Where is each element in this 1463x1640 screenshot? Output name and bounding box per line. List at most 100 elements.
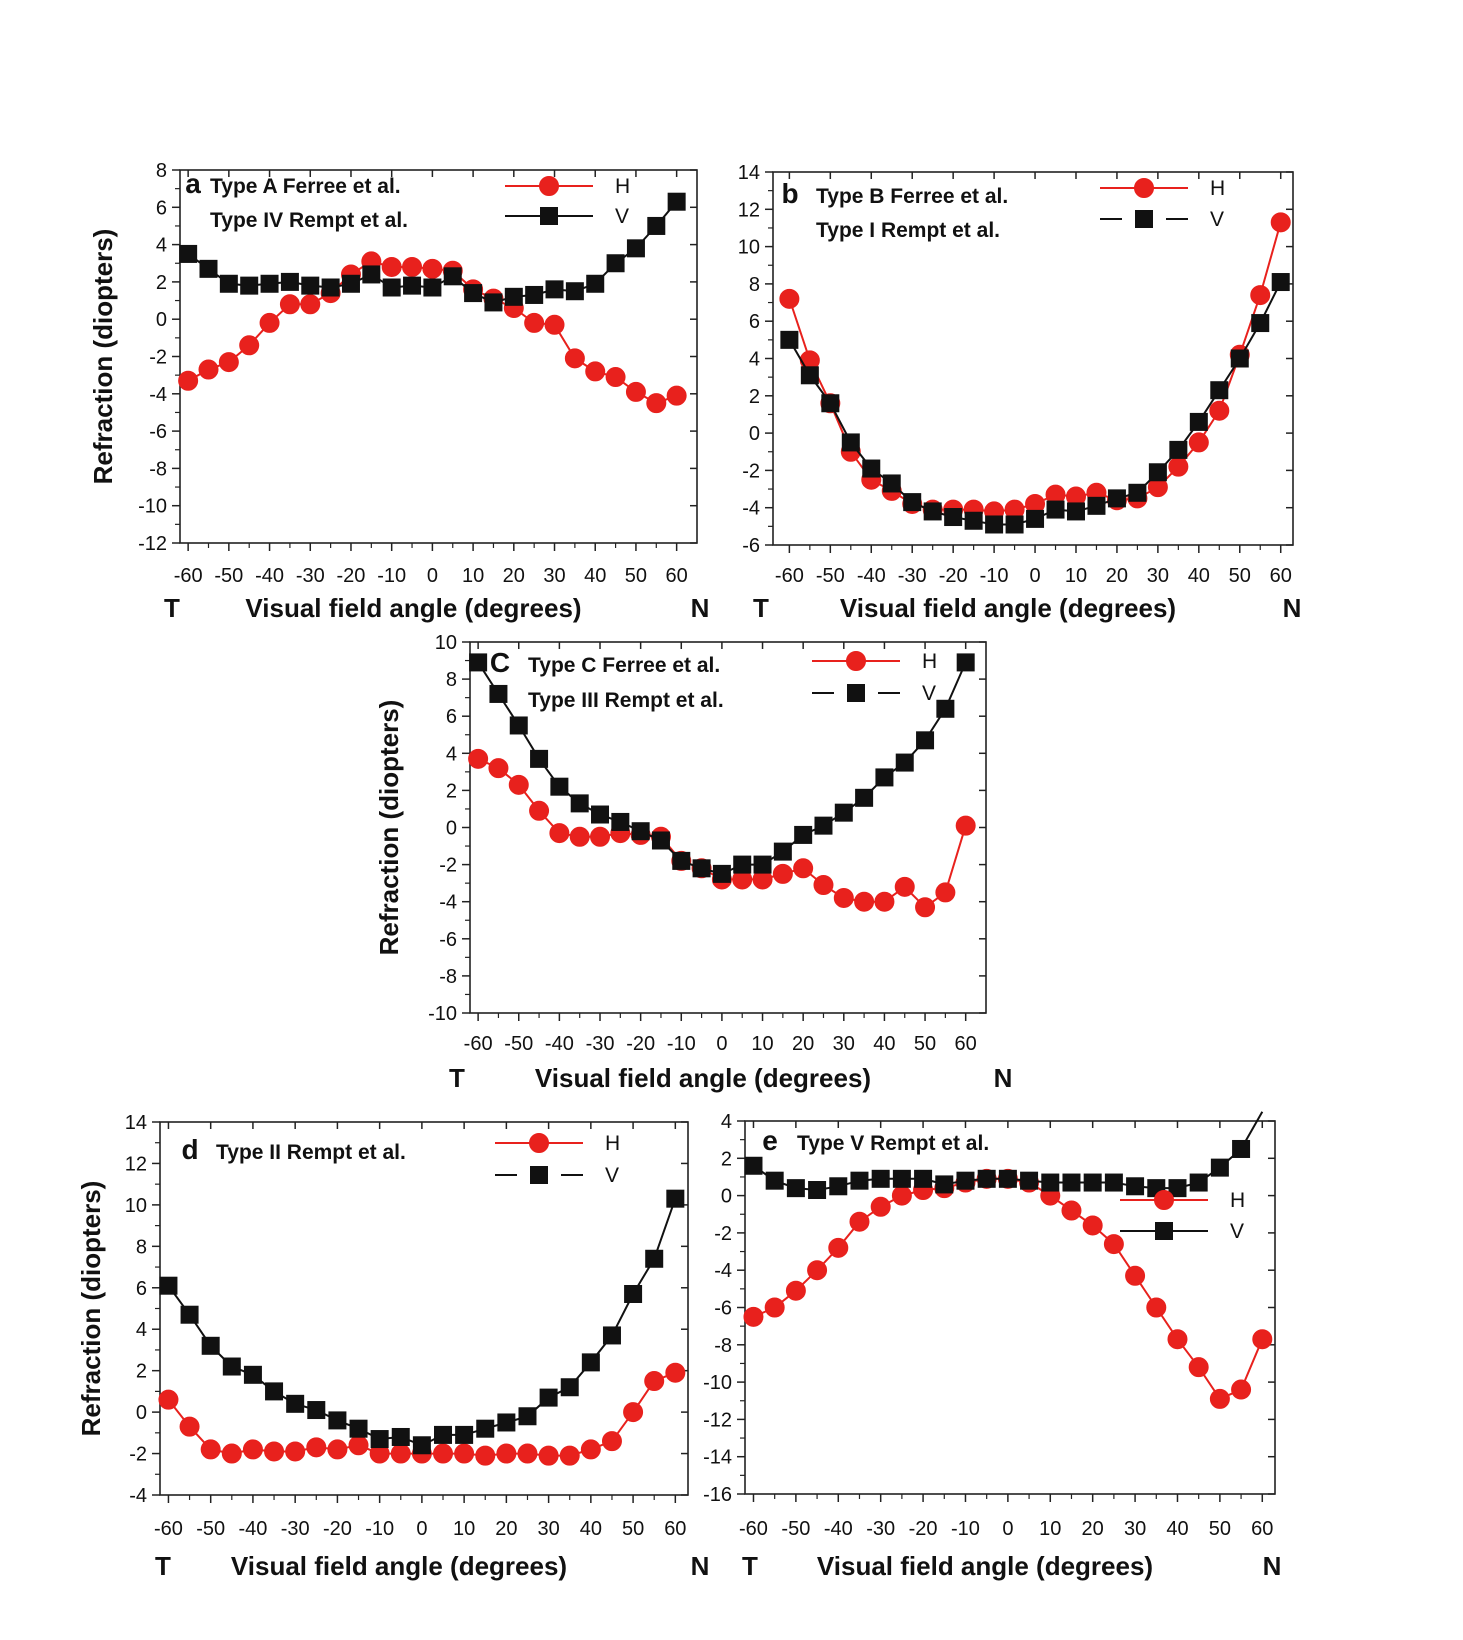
legend-marker [1155,1222,1173,1240]
legend-label: V [1230,1220,1244,1243]
data-point-H [585,361,606,382]
x-tick-label: -20 [626,1033,655,1055]
x-tick-label: 20 [1082,1518,1104,1540]
data-point-H [772,863,793,884]
legend-label: V [615,205,629,228]
x-tick-label: 60 [955,1033,977,1055]
y-tick-label: -6 [439,929,457,951]
data-point-H [1167,1329,1188,1350]
legend-label: V [1210,208,1224,231]
panel-title-line1: Type C Ferree et al. [528,654,720,677]
x-tick-label: 0 [427,565,438,587]
data-point-V [855,788,874,807]
x-tick-label: -10 [980,565,1009,587]
data-point-V [602,1326,621,1345]
data-point-V [341,274,360,293]
y-tick-label: 10 [435,632,457,654]
x-tick-label: 0 [416,1518,427,1540]
data-point-H [279,294,300,315]
data-point-H [807,1260,828,1281]
panel-title-line1: Type II Rempt et al. [216,1141,406,1164]
data-point-H [158,1389,179,1410]
data-point-H [1270,212,1291,233]
data-point-V [1210,381,1229,400]
data-point-H [623,1402,644,1423]
x-tick-label: 0 [1002,1518,1013,1540]
y-tick-label: 6 [136,1278,147,1300]
data-point-V [647,216,666,235]
x-tick-label: -50 [214,565,243,587]
data-point-V [179,244,198,263]
legend-entry-H: H [505,175,630,198]
legend-marker [1134,178,1154,198]
y-tick-label: 14 [738,162,760,184]
series-H [468,748,976,918]
data-point-V [1271,273,1290,292]
data-point-V [841,433,860,452]
y-tick-label: 8 [156,160,167,182]
legend-label: H [615,175,630,198]
data-point-V [321,278,340,297]
data-point-H [1125,1265,1146,1286]
data-point-H [496,1443,517,1464]
data-point-H [381,256,402,277]
data-point-H [300,294,321,315]
data-point-H [306,1437,327,1458]
data-point-V [744,1156,763,1175]
data-point-H [544,314,565,335]
data-point-V [862,459,881,478]
y-tick-label: 2 [446,780,457,802]
data-point-H [564,348,585,369]
data-point-V [753,855,772,874]
x-tick-label: 40 [1166,1518,1188,1540]
data-point-H [894,876,915,897]
y-tick-label: 6 [446,706,457,728]
data-point-V [1020,1171,1039,1190]
data-point-V [645,1249,664,1268]
data-point-V [672,851,691,870]
data-point-H [874,891,895,912]
data-point-V [1083,1173,1102,1192]
data-point-H [849,1211,870,1232]
legend-marker [539,176,559,196]
data-point-H [559,1445,580,1466]
temporal-label: T [164,593,180,623]
data-point-V [1005,515,1024,534]
data-point-V [301,276,320,295]
y-tick-label: -8 [439,966,457,988]
x-tick-label: -10 [377,565,406,587]
data-point-H [833,887,854,908]
data-point-H [1082,1215,1103,1236]
y-tick-label: 2 [156,272,167,294]
y-tick-label: 4 [446,743,457,765]
y-tick-label: -2 [149,347,167,369]
y-tick-label: -4 [714,1260,732,1282]
x-tick-label: -60 [174,565,203,587]
data-point-H [666,385,687,406]
data-point-H [198,359,219,380]
data-point-H [468,748,489,769]
x-tick-label: -30 [281,1518,310,1540]
data-point-V [935,1175,954,1194]
data-point-H [665,1362,686,1383]
x-tick-label: 0 [716,1033,727,1055]
data-point-V [1168,1179,1187,1198]
data-point-V [349,1419,368,1438]
panel-letter: d [181,1134,198,1165]
data-point-V [1230,349,1249,368]
series-V [469,653,975,883]
data-point-V [518,1407,537,1426]
data-point-V [611,812,630,831]
data-point-H [529,800,550,821]
data-point-H [1103,1234,1124,1255]
data-point-V [1126,1177,1145,1196]
y-tick-label: -4 [129,1485,147,1507]
x-tick-label: -50 [781,1518,810,1540]
series-H [178,251,687,414]
data-point-V [412,1436,431,1455]
data-point-V [469,653,488,672]
data-point-V [222,1357,241,1376]
